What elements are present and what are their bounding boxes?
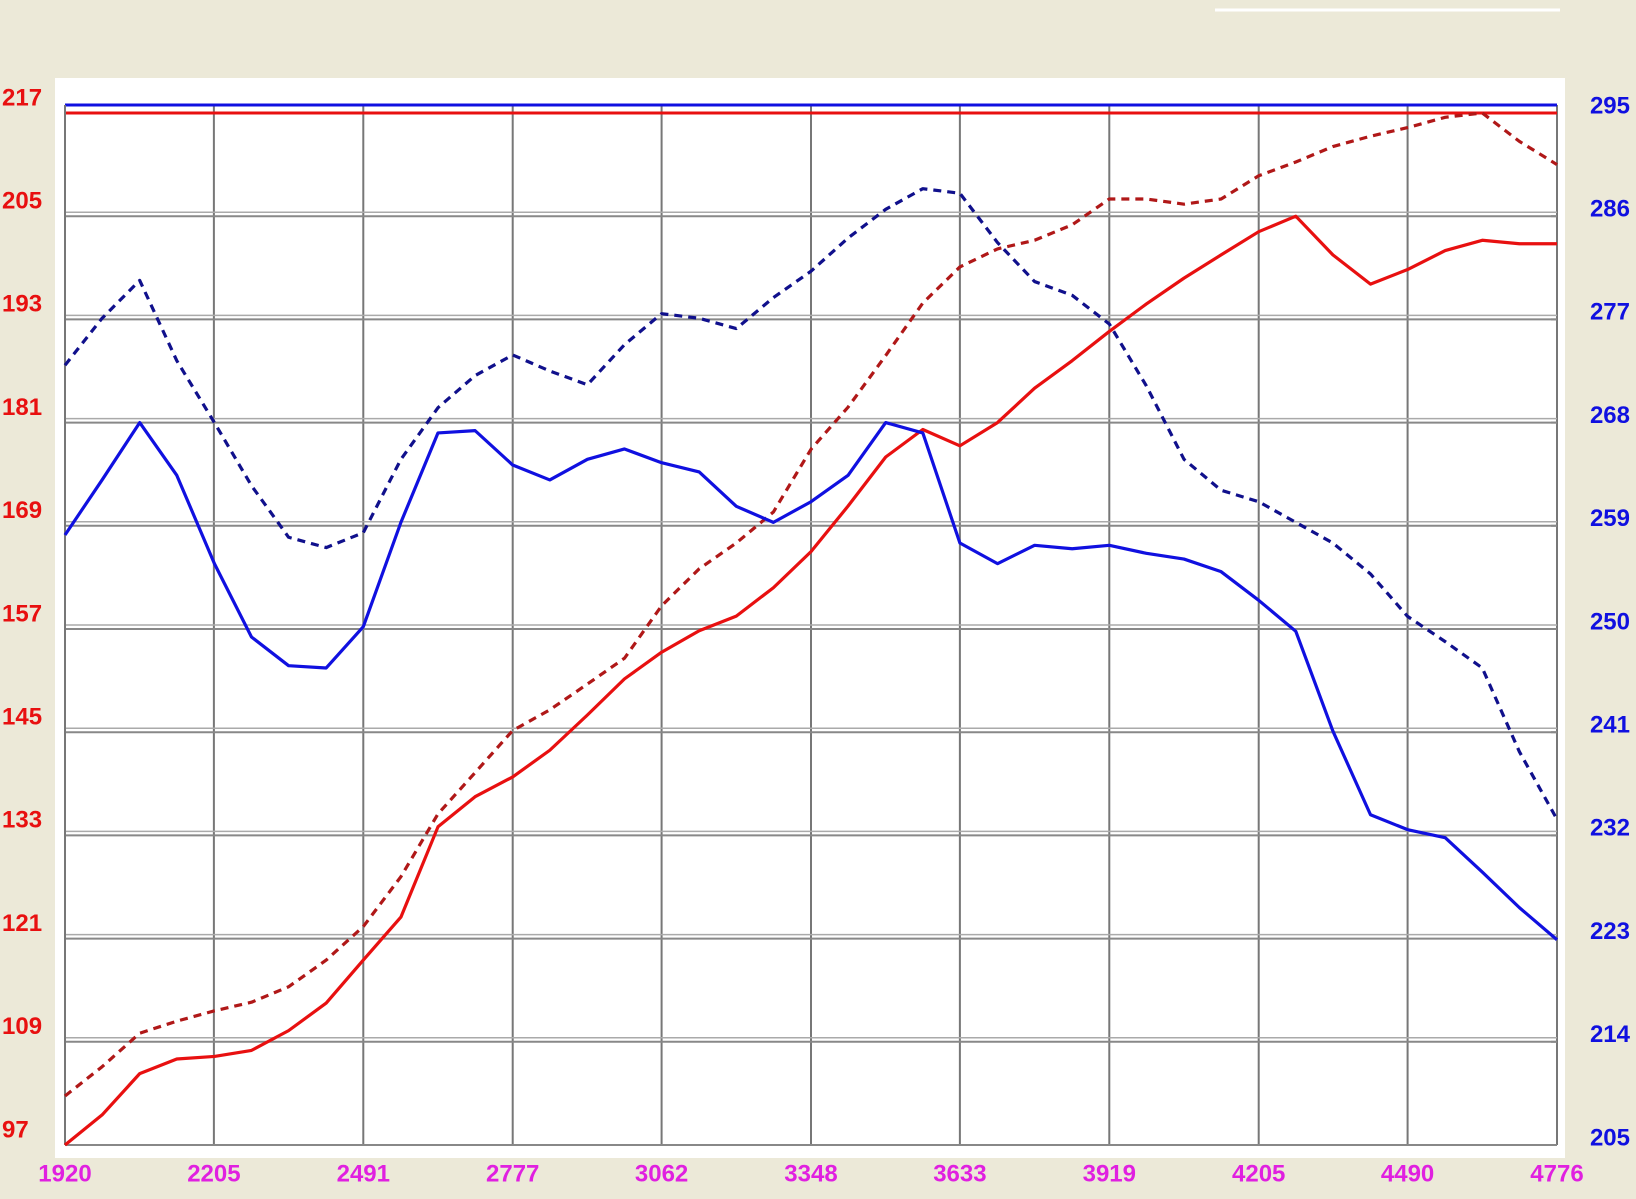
y-tick-label: 97: [2, 1116, 29, 1143]
x-tick-label: 4776: [1530, 1160, 1583, 1187]
y-tick-label: 133: [2, 807, 42, 834]
y2-tick-label: 286: [1590, 196, 1630, 223]
x-tick-label: 3633: [933, 1160, 986, 1187]
y-tick-label: 121: [2, 910, 42, 937]
series-line: [63, 421, 1559, 941]
series-line: [64, 111, 1558, 1098]
x-tick-label: 4205: [1232, 1160, 1285, 1187]
y2-tick-label: 223: [1590, 918, 1630, 945]
y2-tick-label: 295: [1590, 92, 1630, 119]
y2-tick-label: 205: [1590, 1124, 1630, 1151]
y-tick-label: 205: [2, 188, 42, 215]
x-tick-label: 4490: [1381, 1160, 1434, 1187]
y2-tick-label: 259: [1590, 505, 1630, 532]
y-tick-label: 217: [2, 84, 42, 111]
y2-tick-label: 250: [1590, 608, 1630, 635]
x-tick-label: 3062: [635, 1160, 688, 1187]
y-tick-label: 109: [2, 1013, 42, 1040]
x-tick-label: 2205: [187, 1160, 240, 1187]
x-tick-label: 3348: [784, 1160, 837, 1187]
y2-tick-label: 277: [1590, 299, 1630, 326]
series-line: [63, 187, 1559, 821]
x-tick-label: 3919: [1083, 1160, 1136, 1187]
series-line: [63, 214, 1557, 1147]
y2-tick-label: 268: [1590, 402, 1630, 429]
y2-tick-label: 214: [1590, 1021, 1631, 1048]
x-tick-label: 1920: [38, 1160, 91, 1187]
y-tick-label: 181: [2, 394, 42, 421]
y-tick-label: 145: [2, 704, 42, 731]
y-tick-label: 193: [2, 291, 42, 318]
x-tick-label: 2491: [337, 1160, 390, 1187]
y2-tick-label: 232: [1590, 815, 1630, 842]
y2-tick-label: 241: [1590, 712, 1630, 739]
y-tick-label: 169: [2, 497, 42, 524]
x-tick-label: 2777: [486, 1160, 539, 1187]
y-tick-label: 157: [2, 600, 42, 627]
